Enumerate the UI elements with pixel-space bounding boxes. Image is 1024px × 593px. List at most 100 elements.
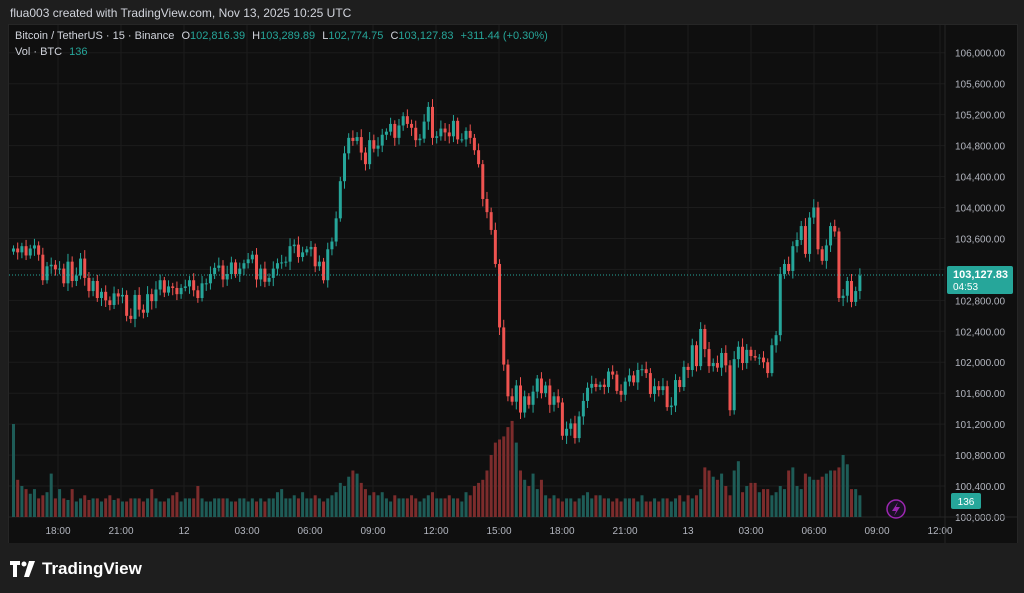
volume-bar xyxy=(20,486,24,517)
time-tick-label: 18:00 xyxy=(549,526,574,537)
volume-bar xyxy=(359,482,363,517)
open-label: O xyxy=(181,30,191,42)
volume-bar xyxy=(627,498,631,517)
volume-bar xyxy=(380,492,384,517)
volume-bar xyxy=(699,489,703,517)
volume-bar xyxy=(799,489,803,517)
volume-bar xyxy=(91,498,95,517)
volume-bar xyxy=(175,492,179,517)
candle-body xyxy=(338,181,342,219)
candle-body xyxy=(238,268,242,275)
candle-body xyxy=(774,335,778,346)
volume-bar xyxy=(682,501,686,517)
candle-body xyxy=(208,274,212,284)
volume-bar xyxy=(133,498,137,517)
volume-bar xyxy=(422,498,426,517)
volume-bar xyxy=(619,501,623,517)
volume-bar xyxy=(263,501,267,517)
volume-bar xyxy=(217,498,221,517)
volume-bar xyxy=(187,498,191,517)
candle-body xyxy=(850,281,853,302)
candle-body xyxy=(359,137,363,153)
volume-bar xyxy=(661,498,665,517)
candle-body xyxy=(53,264,57,270)
candle-body xyxy=(711,363,715,367)
volume-bar xyxy=(368,495,372,517)
volume-bar xyxy=(418,501,422,517)
volume-bar xyxy=(259,498,263,517)
candle-body xyxy=(187,280,191,287)
credit-text: flua003 created with TradingView.com, No… xyxy=(10,6,352,20)
candle-body xyxy=(162,280,166,293)
candle-body xyxy=(343,153,347,182)
volume-bar xyxy=(296,498,300,517)
candle-body xyxy=(229,262,233,275)
candle-body xyxy=(732,359,736,411)
time-tick-label: 12 xyxy=(178,526,190,537)
volume-bar xyxy=(213,498,217,517)
candle-body xyxy=(284,261,288,263)
volume-bar xyxy=(305,498,309,517)
volume-bar xyxy=(472,486,476,517)
volume-bar xyxy=(648,501,652,517)
candle-body xyxy=(28,248,32,256)
candle-body xyxy=(250,254,254,260)
volume-bar xyxy=(703,467,707,517)
chart-panel[interactable]: 106,000.00 105,600.00 105,200.00 104,800.00… xyxy=(8,24,1018,544)
volume-bar xyxy=(535,489,539,517)
volume-bar xyxy=(87,499,91,517)
candle-body xyxy=(217,265,221,268)
candle-body xyxy=(99,291,103,299)
volume-bar xyxy=(539,479,543,517)
volume-bar xyxy=(720,473,724,517)
candle-body xyxy=(552,396,556,405)
candle-body xyxy=(594,383,598,388)
candle-body xyxy=(347,137,351,154)
volume-bar xyxy=(229,501,233,517)
candle-body xyxy=(493,229,497,264)
lightning-icon[interactable] xyxy=(886,499,906,519)
time-tick-label: 06:00 xyxy=(801,526,826,537)
volume-bar xyxy=(611,501,615,517)
volume-bar xyxy=(271,498,275,517)
volume-bar xyxy=(108,495,112,517)
candle-body xyxy=(749,349,753,357)
volume-bar xyxy=(141,501,145,517)
top-bar: flua003 created with TradingView.com, No… xyxy=(0,0,1024,24)
candle-body xyxy=(531,391,535,405)
candle-body xyxy=(104,291,108,301)
volume-bar xyxy=(158,501,162,517)
volume-bar xyxy=(724,486,728,517)
volume-bar xyxy=(640,495,644,517)
price-tick-label: 104,400.00 xyxy=(955,173,1005,184)
volume-bar xyxy=(858,495,862,517)
volume-bar xyxy=(518,470,522,517)
volume-bar xyxy=(154,498,158,517)
candlestick-chart[interactable]: 106,000.00 105,600.00 105,200.00 104,800.00… xyxy=(9,25,1017,543)
last-price-tag-bg xyxy=(947,265,1013,294)
volume-bar xyxy=(749,482,753,517)
candle-body xyxy=(787,263,791,271)
tradingview-logo[interactable]: TradingView xyxy=(10,559,142,579)
volume-bar xyxy=(829,470,833,517)
candle-body xyxy=(728,365,732,411)
volume-label: Vol · BTC xyxy=(15,46,63,58)
volume-bar xyxy=(200,498,204,517)
candle-body xyxy=(87,277,91,292)
candle-body xyxy=(204,283,208,285)
volume-bar xyxy=(95,498,99,517)
volume-bar xyxy=(636,501,640,517)
candle-body xyxy=(753,356,757,358)
candle-body xyxy=(707,349,711,367)
volume-tag-value: 136 xyxy=(958,497,975,508)
volume-bar xyxy=(653,498,657,517)
volume-bar xyxy=(833,470,837,517)
volume-bar xyxy=(317,498,321,517)
candle-body xyxy=(845,281,849,296)
volume-bar xyxy=(183,498,187,517)
candle-body xyxy=(678,380,682,388)
candle-body xyxy=(573,423,577,439)
volume-bar xyxy=(347,476,351,517)
volume-bar xyxy=(657,501,661,517)
candle-body xyxy=(799,226,803,240)
